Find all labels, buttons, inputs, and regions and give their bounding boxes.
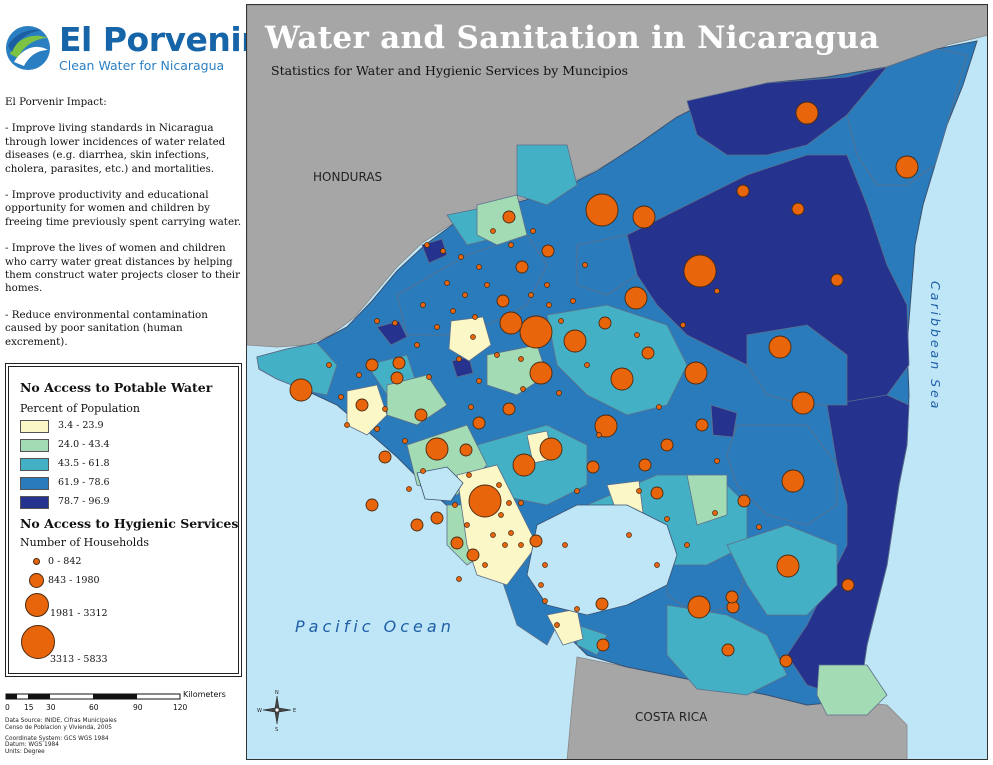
legend-circle-label: 1981 - 3312 (50, 608, 108, 619)
legend-class-label: 24.0 - 43.4 (58, 439, 110, 450)
impact-point: - Improve the lives of women and childre… (5, 242, 241, 295)
brand-name: El Porvenir (59, 20, 257, 59)
scale-tick: 0 (5, 703, 10, 712)
legend-circle-label: 0 - 842 (48, 556, 82, 567)
legend-water-title: No Access to Potable Water (20, 380, 213, 395)
svg-text:S: S (275, 727, 278, 733)
hygiene-symbols-small (326, 228, 762, 628)
brand-logo: El Porvenir Clean Water for Nicaragua (4, 20, 257, 78)
legend-water-class: 24.0 - 43.4 (20, 439, 220, 453)
map-frame: HONDURAS COSTA RICA N S E W Water and Sa… (246, 4, 988, 760)
legend-class-label: 78.7 - 96.9 (58, 496, 110, 507)
legend-water-subtitle: Percent of Population (20, 402, 140, 415)
lake-managua (416, 466, 464, 502)
svg-text:W: W (257, 708, 262, 714)
legend-water-class: 78.7 - 96.9 (20, 496, 220, 510)
impact-text: El Porvenir Impact: - Improve living sta… (5, 96, 245, 362)
legend-class-label: 61.9 - 78.6 (58, 477, 110, 488)
map-subtitle: Statistics for Water and Hygienic Servic… (271, 63, 629, 78)
legend-circle-label: 3313 - 5833 (50, 654, 108, 665)
legend-hygiene-subtitle: Number of Households (20, 536, 150, 549)
nicaragua-map: HONDURAS COSTA RICA N S E W (247, 5, 987, 759)
legend-circle-xlarge (21, 625, 55, 659)
legend-circle-label: 843 - 1980 (48, 575, 100, 586)
legend-swatch (20, 477, 49, 490)
scale-bar: Kilometers 0 15 30 60 90 120 (5, 690, 245, 712)
impact-point: - Improve living standards in Nicaragua … (5, 122, 226, 175)
legend-water-class: 43.5 - 61.8 (20, 458, 220, 472)
legend-circle-medium (29, 573, 44, 588)
impact-point: - Improve productivity and educational o… (5, 189, 242, 228)
sidebar: El Porvenir Clean Water for Nicaragua El… (0, 0, 257, 765)
svg-text:E: E (293, 708, 296, 714)
label-costa-rica: COSTA RICA (635, 710, 708, 724)
scale-tick: 60 (89, 703, 99, 712)
legend-swatch (20, 496, 49, 509)
label-honduras: HONDURAS (313, 170, 382, 184)
source-line: Units: Degree (5, 749, 45, 756)
map-legend: No Access to Potable Water Percent of Po… (5, 363, 242, 677)
choropleth-class-4 (396, 48, 968, 646)
scale-tick: 90 (133, 703, 143, 712)
scale-bar-graphic (5, 693, 181, 700)
impact-heading: El Porvenir Impact: (5, 96, 107, 108)
data-source-note: Data Source: INIDE, Cifras Municipales C… (5, 718, 245, 756)
legend-swatch (20, 458, 49, 471)
legend-swatch (20, 439, 49, 452)
legend-water-class: 61.9 - 78.6 (20, 477, 220, 491)
scale-tick: 15 (24, 703, 34, 712)
label-caribbean-sea: Caribbean Sea (928, 281, 943, 412)
scale-tick: 30 (46, 703, 56, 712)
brand-tagline: Clean Water for Nicaragua (59, 58, 225, 73)
legend-swatch (20, 420, 49, 433)
legend-class-label: 3.4 - 23.9 (58, 420, 104, 431)
legend-circle-large (25, 593, 49, 617)
label-pacific-ocean: Pacific Ocean (295, 617, 455, 636)
lake-nicaragua (526, 504, 678, 616)
svg-text:N: N (275, 690, 279, 696)
map-title: Water and Sanitation in Nicaragua (265, 20, 880, 56)
source-line: Censo de Poblacion y Vivienda, 2005 (5, 724, 112, 731)
scale-unit: Kilometers (183, 690, 226, 699)
north-arrow-icon: N S E W (257, 690, 296, 733)
source-line: Data Source: INIDE, Cifras Municipales (5, 718, 117, 724)
legend-class-label: 43.5 - 61.8 (58, 458, 110, 469)
legend-water-class: 3.4 - 23.9 (20, 420, 220, 434)
legend-hygiene-title: No Access to Hygienic Services (20, 516, 239, 531)
scale-tick: 120 (173, 703, 188, 712)
impact-point: - Reduce environmental contamination cau… (5, 308, 208, 348)
hygiene-symbols (289, 101, 919, 668)
source-line: Coordinate System: GCS WGS 1984 (5, 735, 109, 742)
source-line: Datum: WGS 1984 (5, 742, 59, 749)
legend-circle-small (33, 558, 40, 565)
water-drop-logo-icon (6, 26, 50, 70)
